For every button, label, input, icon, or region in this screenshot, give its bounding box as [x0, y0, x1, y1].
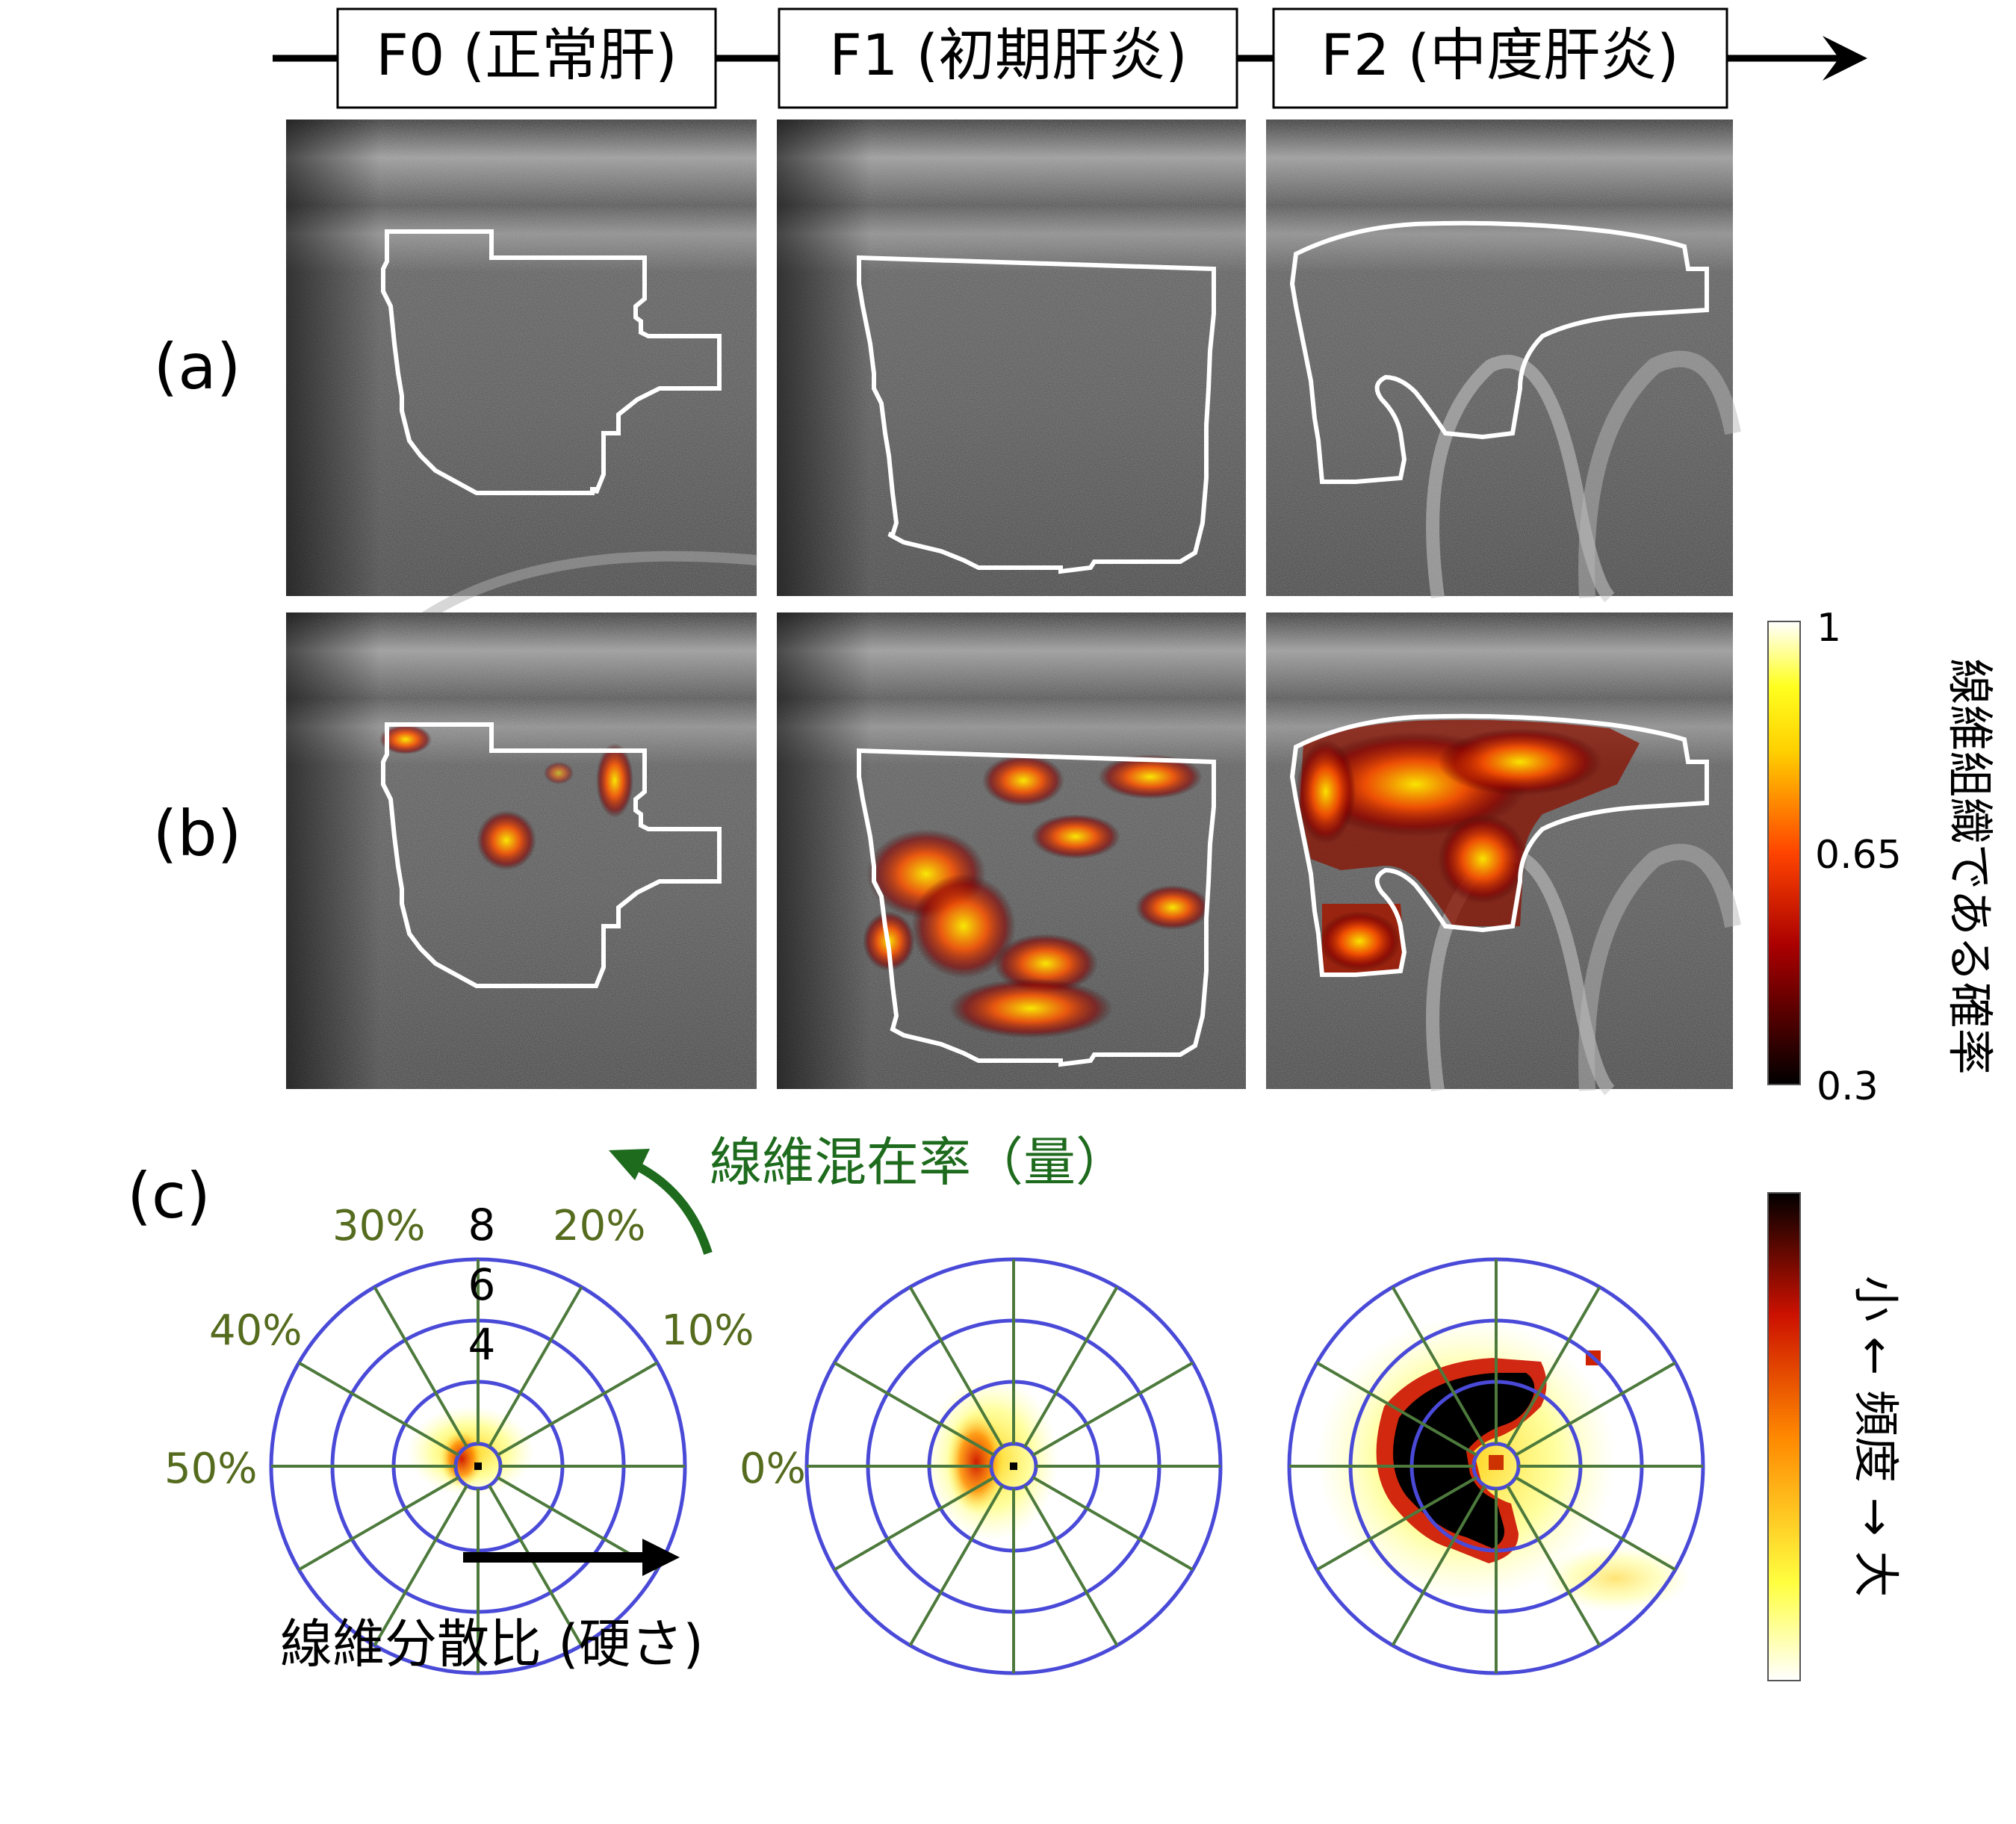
- polar-spoke: [908, 1286, 1004, 1448]
- ultrasound-a-f1: [777, 120, 1246, 596]
- polar-heat: [407, 1406, 534, 1496]
- polar-spoke: [834, 1361, 996, 1457]
- stage-label-f0: F0 (正常肝): [376, 22, 677, 88]
- polar-spoke: [1023, 1286, 1119, 1448]
- heat-overlay: [379, 725, 633, 870]
- polar-spokes: [807, 1259, 1221, 1673]
- ultrasound-b-f2: [1266, 612, 1741, 1096]
- polar-plot-f2: [1287, 1257, 1705, 1675]
- roi-outline: [1289, 713, 1709, 977]
- polar-spoke: [1023, 1484, 1119, 1646]
- ultrasound-b-f0: [286, 612, 757, 1089]
- heat-overlay: [1296, 719, 1640, 975]
- angle-label-50: 50%: [164, 1445, 257, 1493]
- angle-label-30: 30%: [332, 1202, 425, 1250]
- polar-spoke: [373, 1286, 468, 1448]
- colorbar-probability-gradient: [1767, 621, 1801, 1085]
- polar-spoke: [496, 1361, 658, 1457]
- colorbar-frequency: 小 ← 頻度 → 大: [1767, 1192, 1903, 1681]
- radial-label-6: 6: [468, 1259, 496, 1310]
- polar-spoke: [298, 1476, 460, 1572]
- roi-outline: [857, 255, 1216, 574]
- row-label-c: (c): [127, 1159, 211, 1232]
- mixing-rate-label: 線維混在率（量）: [710, 1132, 1128, 1193]
- colorbar-tick-03: 0.3: [1817, 1064, 1879, 1109]
- colorbar-tick-065: 0.65: [1815, 833, 1902, 878]
- ultrasound-a-f2: [1266, 120, 1741, 603]
- polar-spoke: [488, 1484, 583, 1646]
- row-label-a: (a): [153, 330, 241, 403]
- polar-heat: [1317, 1317, 1690, 1612]
- polar-spoke: [1391, 1286, 1486, 1448]
- polar-spoke: [373, 1484, 468, 1646]
- stage-label-f2: F2 (中度肝炎): [1321, 22, 1679, 88]
- polar-spoke: [1316, 1361, 1478, 1457]
- polar-spoke: [908, 1484, 1004, 1646]
- angle-label-10: 10%: [661, 1306, 754, 1355]
- polar-spoke: [1506, 1484, 1601, 1646]
- colorbar-frequency-gradient: [1767, 1192, 1801, 1681]
- polar-center-dot: [1010, 1462, 1017, 1470]
- polar-spoke: [298, 1361, 460, 1457]
- polar-center-dot: [474, 1462, 482, 1470]
- ultrasound-b-f1: [777, 612, 1246, 1089]
- dispersion-arrow: [463, 1539, 680, 1576]
- heat-overlay: [863, 754, 1210, 1038]
- colorbar-probability: 1 0.65 0.3 線維組織である確率: [1767, 606, 1997, 1109]
- stage-axis: F0 (正常肝) F1 (初期肝炎) F2 (中度肝炎): [273, 7, 1867, 109]
- polar-spokes: [1289, 1259, 1703, 1673]
- polar-spoke: [834, 1476, 996, 1572]
- polar-spoke: [1506, 1286, 1601, 1448]
- polar-spoke: [1316, 1476, 1478, 1572]
- polar-plot-f0: [269, 1257, 687, 1675]
- row-label-b: (b): [153, 797, 242, 870]
- stage-box-f1: F1 (初期肝炎): [778, 7, 1238, 109]
- ultrasound-a-f0: [286, 120, 757, 647]
- colorbar-tick-1: 1: [1817, 606, 1841, 651]
- roi-outline: [1289, 220, 1709, 484]
- polar-radial-labels: 8 6 4: [468, 1200, 496, 1370]
- stage-box-f2: F2 (中度肝炎): [1272, 7, 1728, 109]
- radial-label-4: 4: [468, 1319, 496, 1370]
- angle-label-0: 0%: [739, 1445, 806, 1493]
- angle-label-40: 40%: [209, 1306, 302, 1355]
- stage-box-f0: F0 (正常肝): [336, 7, 717, 109]
- polar-spoke: [1514, 1476, 1676, 1572]
- polar-plot-f1: [804, 1257, 1223, 1675]
- roi-outline: [381, 229, 722, 495]
- mixing-rate-arrow: [609, 1149, 713, 1255]
- polar-angle-labels: 0% 10% 20% 30% 40% 50%: [164, 1202, 806, 1493]
- polar-spoke: [488, 1286, 583, 1448]
- dispersion-label: 線維分散比 (硬さ): [280, 1613, 704, 1675]
- polar-spoke: [1032, 1361, 1194, 1457]
- polar-spoke: [1391, 1484, 1486, 1646]
- colorbar-probability-title: 線維組織である確率: [1943, 658, 1997, 1074]
- radial-label-8: 8: [468, 1200, 496, 1250]
- roi-outline: [381, 722, 722, 988]
- angle-label-20: 20%: [553, 1202, 645, 1250]
- stage-axis-arrowhead: [1823, 36, 1867, 81]
- stage-label-f1: F1 (初期肝炎): [829, 22, 1188, 88]
- colorbar-frequency-title: 小 ← 頻度 → 大: [1849, 1276, 1903, 1598]
- polar-spoke: [1032, 1476, 1194, 1572]
- polar-spoke: [1514, 1361, 1676, 1457]
- roi-outline: [857, 748, 1216, 1067]
